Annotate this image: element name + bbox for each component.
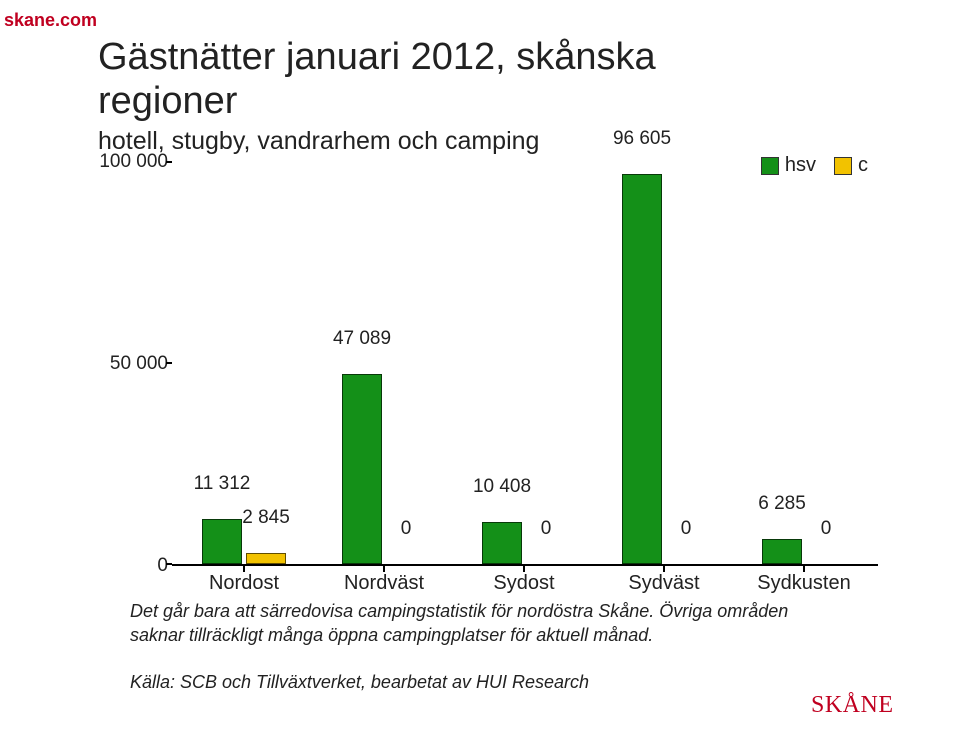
source-text: Källa: SCB och Tillväxtverket, bearbetat… xyxy=(130,672,589,693)
brand-tag: skane.com xyxy=(0,8,101,33)
bar-value-label: 10 408 xyxy=(473,476,531,498)
bar-value-label: 11 312 xyxy=(194,473,251,495)
content-area: Gästnätter januari 2012, skånska regione… xyxy=(98,36,918,602)
y-tick-mark xyxy=(166,362,172,364)
bar-group: 47 089 0 xyxy=(314,162,454,564)
slide: skane.com Gästnätter januari 2012, skåns… xyxy=(0,0,959,749)
bar-chart: 050 000100 000 hsvc 11 3122 84547 089010… xyxy=(98,162,878,602)
bar-value-label: 2 845 xyxy=(242,507,290,529)
bar-value-label: 0 xyxy=(541,518,552,540)
y-tick-label: 0 xyxy=(157,555,168,577)
bar-value-label: 0 xyxy=(401,518,412,540)
bar-value-label: 6 285 xyxy=(758,493,806,515)
bar-hsv xyxy=(342,374,382,564)
y-tick-label: 50 000 xyxy=(110,353,168,375)
bar-value-label: 47 089 xyxy=(333,328,391,350)
logo-text: SKÅNE xyxy=(811,692,894,719)
title-line-1: Gästnätter januari 2012, skånska xyxy=(98,36,918,80)
bar-hsv xyxy=(202,519,242,565)
bar-hsv xyxy=(762,539,802,564)
x-tick-label: Nordost xyxy=(209,572,279,595)
bar-group: 10 408 0 xyxy=(454,162,594,564)
y-tick-mark xyxy=(166,563,172,565)
x-axis: Nordost Nordväst Sydost Sydväst Sydkusten xyxy=(172,566,878,602)
plot-area: hsvc 11 3122 84547 089010 408096 60506 2… xyxy=(172,162,878,566)
x-tick-label: Sydkusten xyxy=(757,572,850,595)
x-tick-mark xyxy=(383,564,385,572)
x-tick-mark xyxy=(803,564,805,572)
y-tick-mark xyxy=(166,161,172,163)
bar-value-label: 96 605 xyxy=(613,128,671,150)
y-tick-label: 100 000 xyxy=(99,151,168,173)
x-tick-label: Sydost xyxy=(493,572,554,595)
bar-group: 11 312 2 845 xyxy=(174,162,314,564)
skane-logo: SKÅNE xyxy=(811,659,931,719)
bar-group: 6 285 0 xyxy=(734,162,874,564)
title-block: Gästnätter januari 2012, skånska regione… xyxy=(98,36,918,156)
bar-c xyxy=(246,553,286,564)
x-tick-mark xyxy=(243,564,245,572)
subtitle: hotell, stugby, vandrarhem och camping xyxy=(98,127,918,156)
y-axis: 050 000100 000 xyxy=(98,162,172,566)
title-line-2: regioner xyxy=(98,80,918,124)
bar-value-label: 0 xyxy=(821,518,832,540)
x-tick-mark xyxy=(663,564,665,572)
x-tick-mark xyxy=(523,564,525,572)
bar-group: 96 6050 xyxy=(594,162,734,564)
bar-hsv xyxy=(482,522,522,564)
bar-value-label: 0 xyxy=(681,518,692,540)
footnote-text: Det går bara att särredovisa campingstat… xyxy=(130,600,830,647)
x-tick-label: Sydväst xyxy=(628,572,699,595)
bar-hsv xyxy=(622,174,662,564)
x-tick-label: Nordväst xyxy=(344,572,424,595)
